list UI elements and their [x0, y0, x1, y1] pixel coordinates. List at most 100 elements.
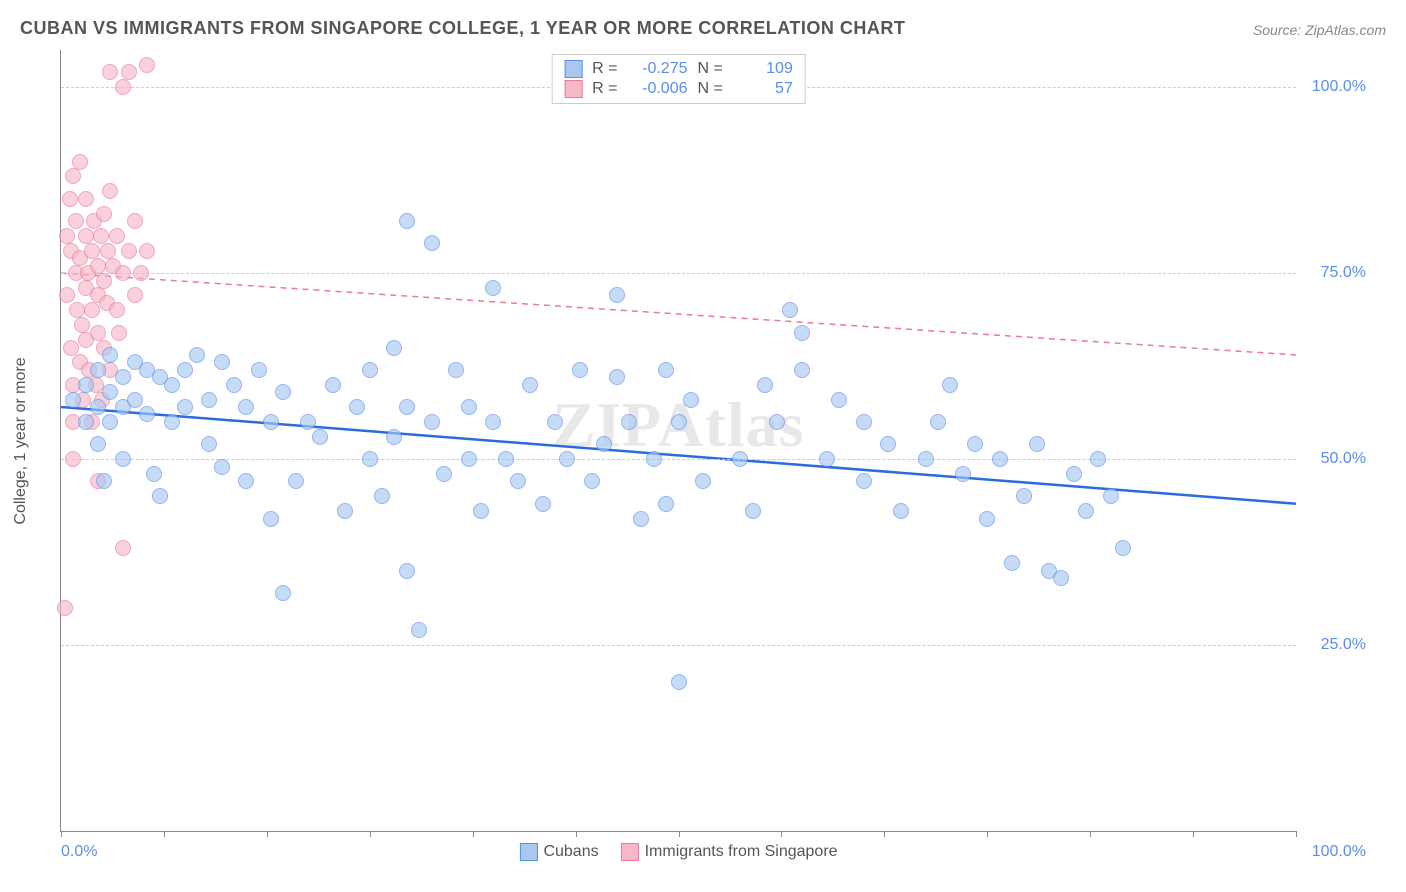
data-point-immigrants-from-singapore: [90, 325, 106, 341]
x-tick: [370, 831, 371, 837]
data-point-cubans: [399, 213, 415, 229]
legend-n-label: N =: [698, 80, 723, 98]
data-point-immigrants-from-singapore: [72, 154, 88, 170]
x-tick: [164, 831, 165, 837]
x-tick: [1296, 831, 1297, 837]
data-point-cubans: [115, 369, 131, 385]
y-axis-title: College, 1 year or more: [12, 357, 30, 524]
data-point-cubans: [498, 451, 514, 467]
data-point-immigrants-from-singapore: [109, 228, 125, 244]
data-point-cubans: [362, 362, 378, 378]
data-point-cubans: [794, 325, 810, 341]
data-point-immigrants-from-singapore: [96, 206, 112, 222]
y-tick-label: 50.0%: [1321, 450, 1366, 468]
data-point-cubans: [164, 414, 180, 430]
data-point-cubans: [201, 392, 217, 408]
data-point-cubans: [473, 503, 489, 519]
data-point-cubans: [930, 414, 946, 430]
data-point-immigrants-from-singapore: [111, 325, 127, 341]
data-point-cubans: [547, 414, 563, 430]
legend-r-label: R =: [592, 60, 617, 78]
data-point-cubans: [1103, 488, 1119, 504]
data-point-cubans: [127, 392, 143, 408]
data-point-cubans: [658, 362, 674, 378]
gridline: [61, 645, 1296, 646]
data-point-cubans: [671, 414, 687, 430]
data-point-cubans: [992, 451, 1008, 467]
scatter-svg: [61, 50, 1296, 831]
data-point-cubans: [214, 354, 230, 370]
data-point-immigrants-from-singapore: [100, 243, 116, 259]
legend-row-singapore: R = -0.006 N = 57: [564, 79, 793, 99]
legend-n-val-1: 57: [733, 80, 793, 98]
legend-n-val-0: 109: [733, 60, 793, 78]
gridline: [61, 273, 1296, 274]
data-point-cubans: [522, 377, 538, 393]
data-point-cubans: [399, 563, 415, 579]
data-point-cubans: [572, 362, 588, 378]
data-point-cubans: [535, 496, 551, 512]
data-point-cubans: [65, 392, 81, 408]
data-point-cubans: [955, 466, 971, 482]
data-point-cubans: [683, 392, 699, 408]
data-point-cubans: [90, 362, 106, 378]
x-tick: [473, 831, 474, 837]
source-label: Source: ZipAtlas.com: [1253, 22, 1386, 38]
data-point-immigrants-from-singapore: [57, 600, 73, 616]
data-point-cubans: [918, 451, 934, 467]
data-point-cubans: [831, 392, 847, 408]
y-tick-label: 25.0%: [1321, 636, 1366, 654]
x-tick: [987, 831, 988, 837]
data-point-cubans: [461, 451, 477, 467]
legend-swatch-cubans: [564, 60, 582, 78]
data-point-cubans: [633, 511, 649, 527]
x-tick: [781, 831, 782, 837]
data-point-cubans: [424, 414, 440, 430]
x-label-max: 100.0%: [1312, 843, 1366, 861]
data-point-cubans: [164, 377, 180, 393]
y-tick-label: 75.0%: [1321, 264, 1366, 282]
data-point-immigrants-from-singapore: [109, 302, 125, 318]
x-tick: [267, 831, 268, 837]
data-point-cubans: [312, 429, 328, 445]
data-point-cubans: [146, 466, 162, 482]
data-point-immigrants-from-singapore: [121, 243, 137, 259]
data-point-cubans: [399, 399, 415, 415]
data-point-cubans: [745, 503, 761, 519]
plot-area: College, 1 year or more ZIPAtlas R = -0.…: [60, 50, 1296, 832]
legend-r-label: R =: [592, 80, 617, 98]
data-point-immigrants-from-singapore: [90, 258, 106, 274]
x-tick: [61, 831, 62, 837]
data-point-immigrants-from-singapore: [84, 243, 100, 259]
data-point-immigrants-from-singapore: [62, 191, 78, 207]
x-tick: [1090, 831, 1091, 837]
data-point-immigrants-from-singapore: [93, 228, 109, 244]
data-point-cubans: [794, 362, 810, 378]
data-point-cubans: [263, 511, 279, 527]
data-point-cubans: [942, 377, 958, 393]
x-tick: [679, 831, 680, 837]
data-point-cubans: [189, 347, 205, 363]
data-point-cubans: [609, 369, 625, 385]
gridline: [61, 459, 1296, 460]
legend-r-val-1: -0.006: [628, 80, 688, 98]
data-point-cubans: [214, 459, 230, 475]
data-point-cubans: [251, 362, 267, 378]
series-legend: Cubans Immigrants from Singapore: [519, 843, 837, 861]
data-point-cubans: [436, 466, 452, 482]
data-point-cubans: [300, 414, 316, 430]
data-point-cubans: [362, 451, 378, 467]
correlation-legend: R = -0.275 N = 109 R = -0.006 N = 57: [551, 54, 806, 104]
series-legend-singapore: Immigrants from Singapore: [621, 843, 838, 861]
data-point-cubans: [152, 488, 168, 504]
x-tick: [576, 831, 577, 837]
data-point-cubans: [646, 451, 662, 467]
x-label-min: 0.0%: [61, 843, 97, 861]
data-point-immigrants-from-singapore: [115, 540, 131, 556]
data-point-cubans: [263, 414, 279, 430]
data-point-cubans: [461, 399, 477, 415]
data-point-cubans: [671, 674, 687, 690]
trend-line: [61, 273, 1296, 355]
x-tick: [884, 831, 885, 837]
data-point-cubans: [78, 414, 94, 430]
